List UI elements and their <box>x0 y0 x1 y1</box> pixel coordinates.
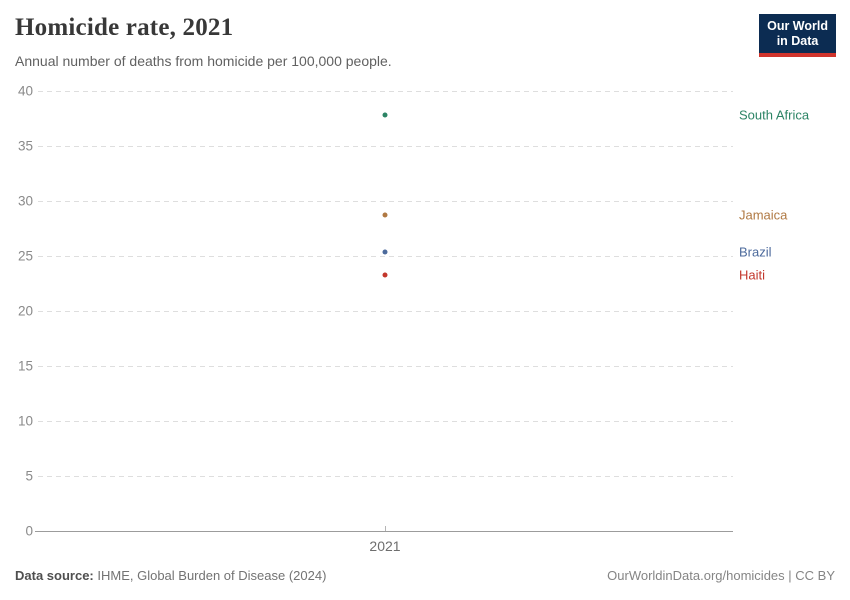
x-axis-line <box>35 531 733 532</box>
y-tick-label-0: 0 <box>25 523 33 539</box>
y-tick-label-15: 15 <box>17 358 33 374</box>
y-tick-label-25: 25 <box>17 248 33 264</box>
data-point-south-africa[interactable] <box>382 112 388 118</box>
gridline-y-30 <box>38 201 733 202</box>
attribution-link[interactable]: OurWorldinData.org/homicides | CC BY <box>607 568 835 583</box>
gridline-y-35 <box>38 146 733 147</box>
y-tick-label-20: 20 <box>17 303 33 319</box>
page-title: Homicide rate, 2021 <box>15 14 234 41</box>
series-label-haiti[interactable]: Haiti <box>739 267 766 283</box>
series-label-south-africa[interactable]: South Africa <box>739 107 810 123</box>
gridline-y-15 <box>38 366 733 367</box>
owid-logo-line2: in Data <box>776 33 819 48</box>
series-label-jamaica[interactable]: Jamaica <box>739 207 788 223</box>
x-tick-mark-2021 <box>385 526 386 531</box>
data-source-label: Data source: <box>15 568 94 583</box>
gridline-y-5 <box>38 476 733 477</box>
gridline-y-10 <box>38 421 733 422</box>
gridline-y-25 <box>38 256 733 257</box>
data-point-jamaica[interactable] <box>382 212 388 218</box>
x-tick-label-2021: 2021 <box>369 538 401 554</box>
series-label-brazil[interactable]: Brazil <box>739 244 772 260</box>
y-tick-label-30: 30 <box>17 193 33 209</box>
chart-footer: Data source: IHME, Global Burden of Dise… <box>15 568 835 583</box>
y-tick-label-35: 35 <box>17 138 33 154</box>
gridline-y-40 <box>38 91 733 92</box>
owid-logo-line1: Our World <box>767 19 828 33</box>
owid-logo[interactable]: Our World in Data <box>759 14 836 57</box>
y-tick-label-5: 5 <box>25 468 33 484</box>
data-point-haiti[interactable] <box>382 272 388 278</box>
owid-logo-accent-bar <box>759 52 836 57</box>
data-source-note: Data source: IHME, Global Burden of Dise… <box>15 568 326 583</box>
y-tick-label-40: 40 <box>17 83 33 99</box>
y-tick-label-10: 10 <box>17 413 33 429</box>
gridline-y-20 <box>38 311 733 312</box>
data-source-value: IHME, Global Burden of Disease (2024) <box>93 568 327 583</box>
chart-subtitle: Annual number of deaths from homicide pe… <box>15 53 392 69</box>
data-point-brazil[interactable] <box>382 249 388 255</box>
